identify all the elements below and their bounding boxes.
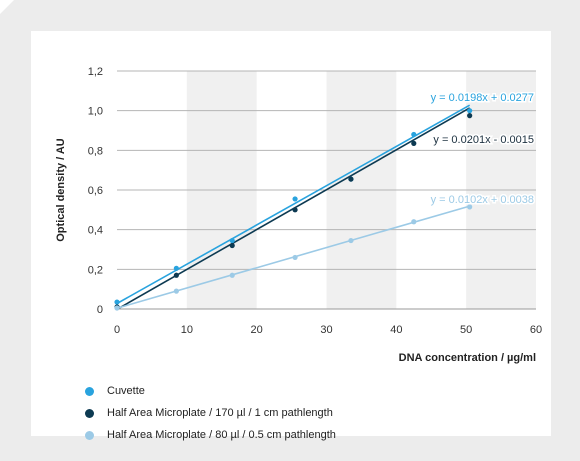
x-tick-label: 30 <box>320 324 332 336</box>
data-point <box>292 254 298 261</box>
data-point <box>467 108 473 114</box>
y-tick-label: 0,4 <box>88 225 103 237</box>
legend-label: Half Area Microplate / 80 µl / 0.5 cm pa… <box>107 429 336 441</box>
legend-marker <box>85 408 94 418</box>
y-tick-label: 0,6 <box>88 185 103 197</box>
equation-label: y = 0.0201x - 0.0015 <box>433 134 534 146</box>
data-point <box>229 237 235 244</box>
legend: Cuvette Half Area Microplate / 170 µl / … <box>85 380 336 446</box>
data-point <box>411 219 417 225</box>
y-tick-label: 1,0 <box>88 106 103 118</box>
fit-line <box>116 104 471 305</box>
data-point <box>229 242 235 249</box>
legend-item-microplate-80: Half Area Microplate / 80 µl / 0.5 cm pa… <box>85 424 336 446</box>
data-point <box>411 131 417 138</box>
x-tick-label: 40 <box>390 324 402 336</box>
data-point <box>229 272 235 278</box>
y-axis-title: Optical density / AU <box>55 138 67 242</box>
legend-item-microplate-170: Half Area Microplate / 170 µl / 1 cm pat… <box>85 402 336 424</box>
data-point <box>292 196 298 202</box>
data-point <box>173 265 179 271</box>
x-tick-label: 60 <box>530 324 542 336</box>
x-tick-label: 0 <box>114 324 120 336</box>
x-axis-title: DNA concentration / µg/ml <box>399 352 536 364</box>
data-point <box>114 305 120 311</box>
data-point <box>348 176 354 182</box>
data-point <box>173 288 179 294</box>
legend-marker <box>85 386 94 396</box>
y-tick-label: 1,2 <box>88 66 103 78</box>
data-point <box>173 272 179 278</box>
corner-decoration <box>0 0 14 14</box>
chart-card: 0 0,2 0,4 0,6 0,8 1,0 1,2 0 10 20 30 40 50 60 DNA conc… <box>31 31 551 441</box>
data-point <box>292 207 298 213</box>
data-point <box>411 140 417 146</box>
y-tick-label: 0 <box>97 304 103 316</box>
x-tick-label: 50 <box>460 324 472 336</box>
data-point <box>467 204 473 210</box>
y-tick-label: 0,2 <box>88 264 103 276</box>
legend-marker <box>85 430 94 440</box>
y-tick-label: 0,8 <box>88 145 103 157</box>
chart-plot: 0 0,2 0,4 0,6 0,8 1,0 1,2 0 10 20 30 40 50 60 DNA conc… <box>55 66 542 364</box>
x-tick-label: 10 <box>181 324 193 336</box>
legend-item-cuvette: Cuvette <box>85 380 336 402</box>
legend-label: Half Area Microplate / 170 µl / 1 cm pat… <box>107 407 333 419</box>
equation-label: y = 0.0102x + 0.0038 <box>431 194 534 206</box>
data-point <box>114 299 120 305</box>
legend-label: Cuvette <box>107 385 145 397</box>
equation-label: y = 0.0198x + 0.0277 <box>431 92 534 104</box>
data-point <box>348 237 354 244</box>
data-point <box>467 113 473 119</box>
x-tick-label: 20 <box>251 324 263 336</box>
